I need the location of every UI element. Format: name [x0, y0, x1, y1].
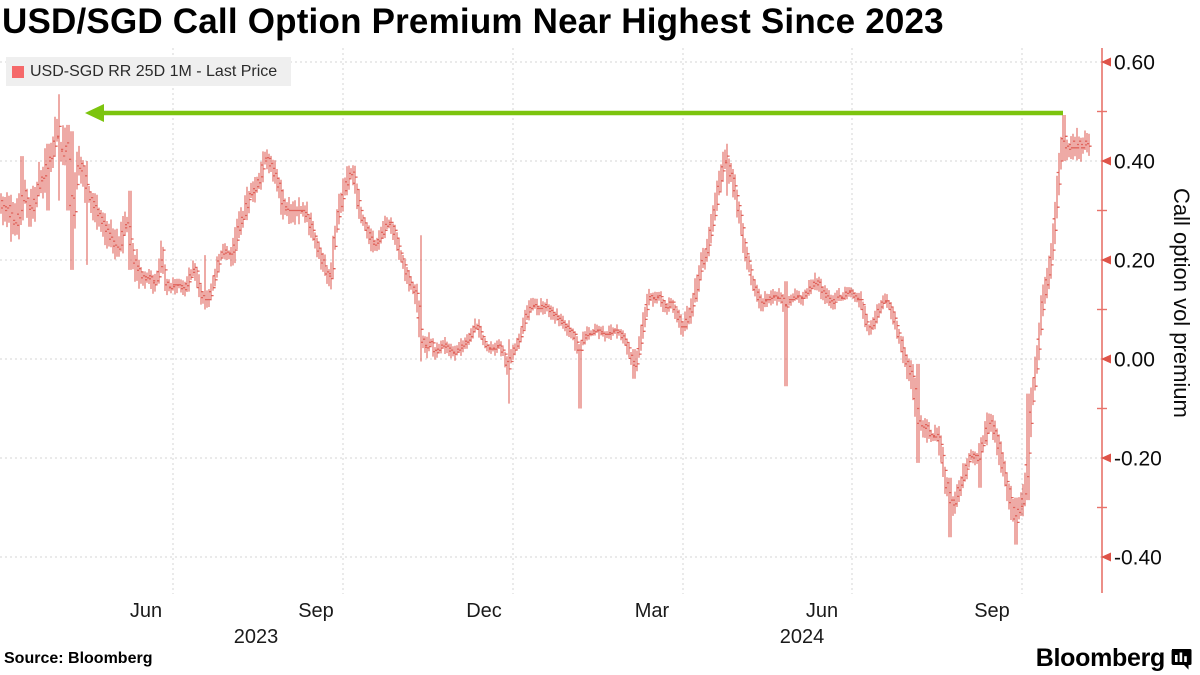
- price-series-close-ticks: [0, 125, 1092, 524]
- y-axis-tick-arrow: [1101, 57, 1111, 67]
- y-tick-label: 0.00: [1114, 349, 1155, 372]
- price-series-hlc-bars: [0, 94, 1090, 545]
- y-tick-label: 0.20: [1114, 250, 1155, 273]
- chart-title: USD/SGD Call Option Premium Near Highest…: [2, 2, 944, 41]
- source-attribution: Source: Bloomberg: [4, 650, 153, 667]
- x-month-label: Jun: [130, 600, 162, 622]
- y-axis-tick-arrow: [1101, 453, 1111, 463]
- annotation-arrow-head: [85, 103, 104, 122]
- x-year-label: 2023: [234, 626, 279, 648]
- legend-label: USD-SGD RR 25D 1M - Last Price: [30, 62, 278, 80]
- y-tick-label: 0.60: [1114, 52, 1155, 75]
- bloomberg-wordmark: Bloomberg: [1035, 644, 1166, 672]
- x-month-label: Jun: [806, 600, 838, 622]
- legend: USD-SGD RR 25D 1M - Last Price: [6, 57, 292, 86]
- y-tick-label: 0.40: [1114, 151, 1155, 174]
- y-axis-tick-arrow: [1101, 156, 1111, 166]
- y-tick-label: -0.40: [1114, 547, 1162, 570]
- bloomberg-logo: Bloomberg: [1036, 644, 1192, 673]
- x-month-label: Sep: [298, 600, 334, 622]
- x-month-label: Sep: [974, 600, 1010, 622]
- y-axis-tick-arrow: [1101, 552, 1111, 562]
- y-axis-tick-arrow: [1101, 354, 1111, 364]
- bloomberg-media-icon: [1171, 648, 1192, 669]
- x-month-label: Dec: [466, 600, 502, 622]
- y-tick-label: -0.20: [1114, 448, 1162, 471]
- x-year-label: 2024: [780, 626, 825, 648]
- x-month-label: Mar: [635, 600, 670, 622]
- legend-swatch-icon: [12, 65, 24, 78]
- y-axis-tick-arrow: [1101, 255, 1111, 265]
- y-axis-title: Call option vol premium: [1169, 188, 1194, 418]
